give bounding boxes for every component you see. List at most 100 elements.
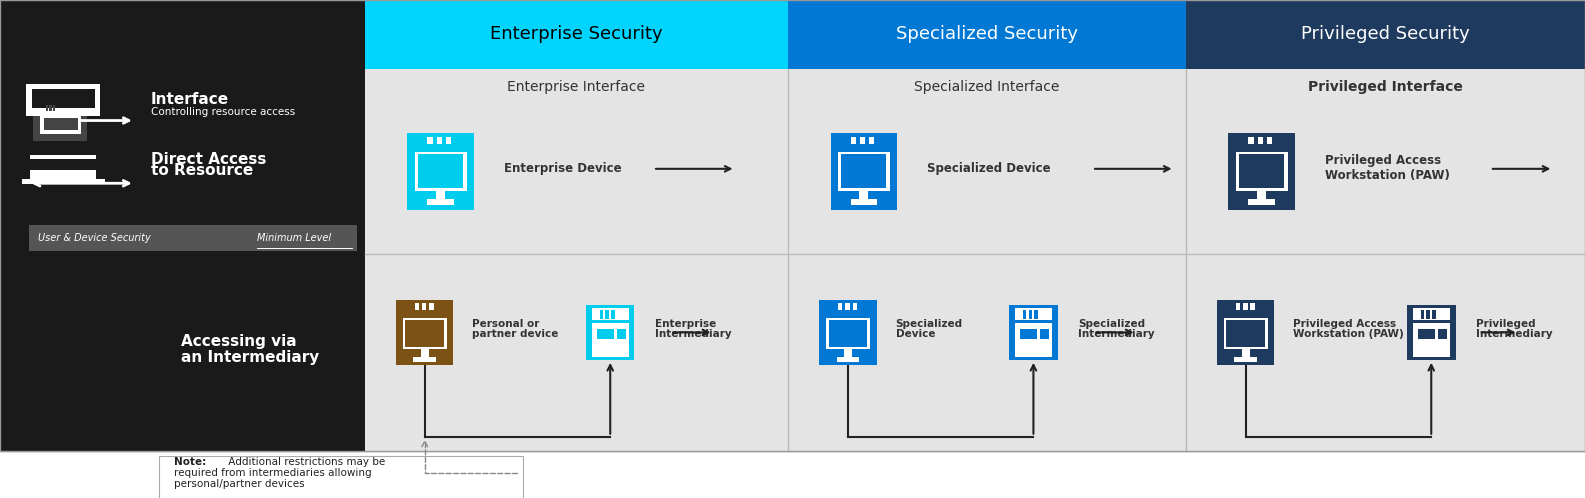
Text: Interface: Interface	[151, 92, 228, 107]
Text: Enterprise: Enterprise	[655, 319, 716, 330]
Bar	[586, 305, 634, 360]
Bar	[40, 85, 46, 88]
Text: Privileged Interface: Privileged Interface	[1308, 80, 1463, 94]
Bar	[44, 119, 78, 130]
Text: an Intermediary: an Intermediary	[181, 350, 319, 365]
Bar	[1412, 308, 1450, 320]
Bar	[415, 303, 418, 310]
Bar	[1257, 136, 1263, 143]
Bar	[1035, 310, 1038, 319]
Bar	[1224, 318, 1268, 349]
Bar	[599, 310, 602, 319]
Bar	[59, 108, 68, 112]
Bar	[30, 174, 97, 180]
Bar	[48, 85, 54, 88]
Bar	[842, 154, 886, 188]
Bar	[436, 136, 442, 143]
Bar	[1266, 136, 1273, 143]
Bar	[1228, 133, 1295, 210]
Bar	[1217, 300, 1274, 365]
Text: Enterprise Security: Enterprise Security	[490, 25, 663, 43]
Bar	[612, 310, 615, 319]
Text: Privileged: Privileged	[1476, 319, 1536, 330]
Bar	[1014, 323, 1052, 357]
Bar	[445, 136, 452, 143]
Bar	[1186, 0, 1585, 69]
Bar	[40, 116, 81, 134]
Text: Intermediary: Intermediary	[655, 329, 731, 339]
Bar	[1236, 152, 1287, 191]
Bar	[591, 308, 629, 320]
Text: Device: Device	[896, 329, 935, 339]
Text: Workstation (PAW): Workstation (PAW)	[1293, 329, 1404, 339]
Text: Privileged Access: Privileged Access	[1293, 319, 1396, 330]
Bar	[29, 225, 357, 251]
Bar	[826, 318, 870, 349]
Bar	[853, 303, 857, 310]
Bar	[406, 320, 444, 347]
Text: to Resource: to Resource	[151, 163, 254, 178]
Bar	[1249, 199, 1274, 205]
Bar	[617, 329, 626, 339]
Text: Specialized Interface: Specialized Interface	[915, 80, 1059, 94]
Text: Additional restrictions may be: Additional restrictions may be	[225, 457, 385, 467]
Bar	[845, 303, 850, 310]
Bar	[1040, 329, 1049, 339]
Text: Workstation (PAW): Workstation (PAW)	[1325, 169, 1450, 182]
Bar	[1251, 303, 1255, 310]
Bar	[1257, 191, 1266, 201]
Text: Privileged Access: Privileged Access	[1325, 154, 1441, 167]
Bar	[415, 152, 466, 191]
Bar	[430, 303, 434, 310]
Bar	[422, 303, 426, 310]
Bar	[1243, 303, 1247, 310]
Bar	[46, 106, 48, 111]
Bar	[869, 136, 875, 143]
Bar	[365, 0, 788, 69]
Bar	[420, 349, 430, 359]
Bar	[1227, 320, 1265, 347]
Bar	[1426, 310, 1430, 319]
Text: Controlling resource access: Controlling resource access	[151, 107, 295, 117]
Text: Minimum Level: Minimum Level	[257, 233, 331, 244]
Bar	[396, 300, 453, 365]
Bar	[1235, 357, 1257, 362]
Bar	[843, 349, 853, 359]
Bar	[418, 154, 463, 188]
Bar	[40, 100, 81, 115]
Bar	[1029, 310, 1032, 319]
Bar	[859, 136, 865, 143]
Bar	[0, 0, 365, 451]
Text: Accessing via: Accessing via	[181, 334, 296, 349]
Bar	[788, 0, 1186, 69]
Bar	[1010, 305, 1057, 360]
Text: Personal or: Personal or	[472, 319, 540, 330]
Bar	[837, 357, 859, 362]
Text: Enterprise Device: Enterprise Device	[504, 162, 621, 175]
Bar	[1249, 136, 1254, 143]
Bar	[1014, 308, 1052, 320]
Bar	[1412, 323, 1450, 357]
Bar	[49, 106, 52, 111]
Bar	[859, 191, 869, 201]
Text: Specialized Security: Specialized Security	[896, 25, 1078, 43]
Bar	[1241, 349, 1251, 359]
Bar	[30, 159, 97, 170]
Bar	[596, 329, 613, 339]
Bar	[27, 84, 100, 113]
Text: Specialized: Specialized	[896, 319, 962, 330]
Bar	[30, 163, 97, 167]
Bar	[55, 85, 62, 88]
Bar	[407, 133, 474, 210]
Bar	[428, 136, 433, 143]
Text: Direct Access: Direct Access	[151, 152, 266, 167]
Bar	[54, 106, 55, 111]
Text: Enterprise Interface: Enterprise Interface	[507, 80, 645, 94]
Text: User & Device Security: User & Device Security	[38, 233, 154, 244]
Text: required from intermediaries allowing: required from intermediaries allowing	[174, 468, 372, 478]
Bar	[851, 199, 877, 205]
Bar	[365, 69, 1585, 451]
Text: Privileged Security: Privileged Security	[1301, 25, 1469, 43]
Text: personal/partner devices: personal/partner devices	[174, 479, 304, 489]
Bar	[1433, 310, 1436, 319]
